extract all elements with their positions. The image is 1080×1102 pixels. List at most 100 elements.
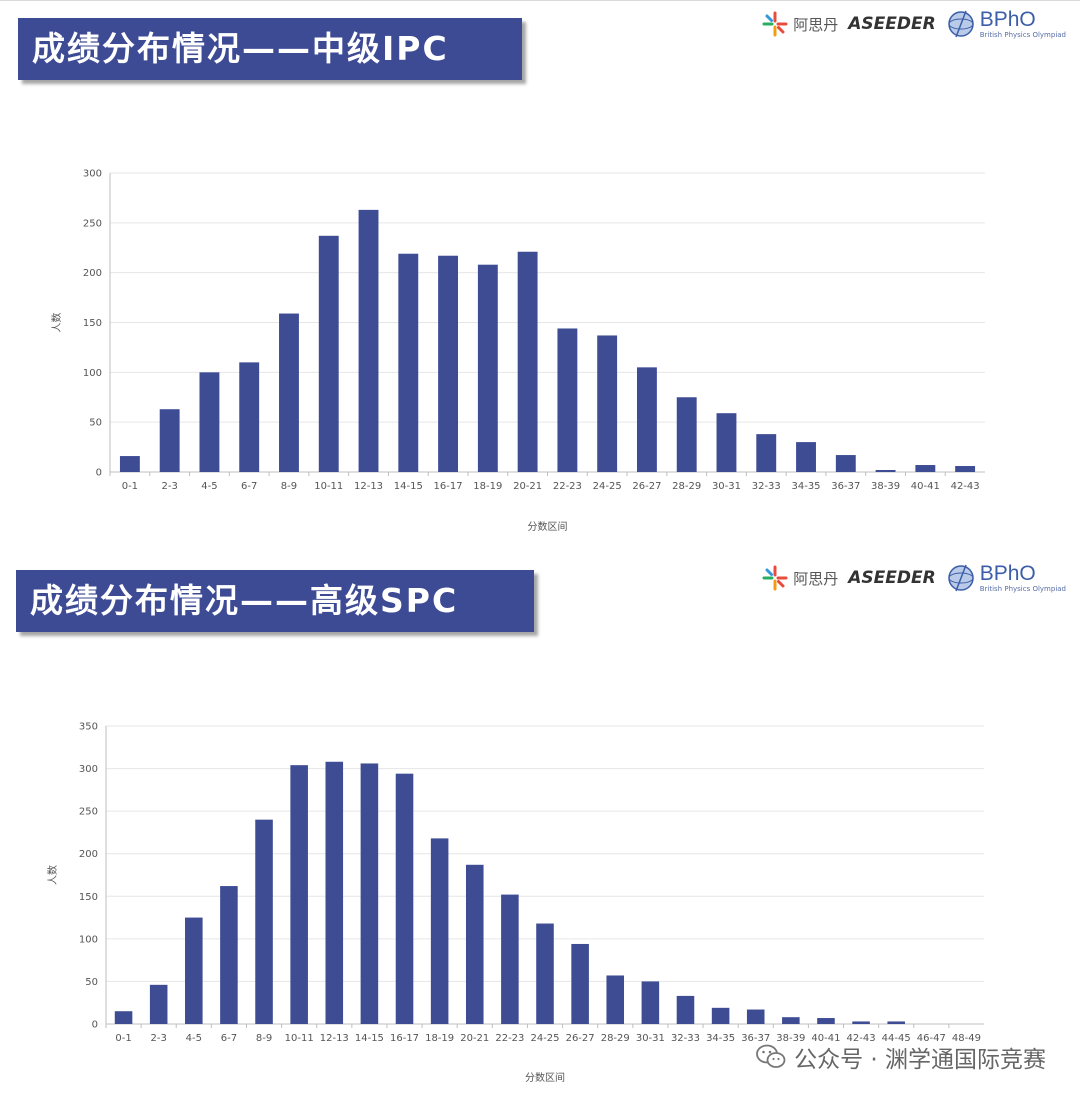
wechat-icon bbox=[756, 1044, 786, 1068]
spc-bar bbox=[255, 819, 273, 1024]
ipc-bar bbox=[636, 367, 657, 472]
spc-y-tick-label: 50 bbox=[85, 977, 98, 988]
spc-x-tick-label: 10-11 bbox=[285, 1033, 314, 1044]
ipc-bar bbox=[796, 442, 816, 472]
ipc-x-tick-label: 22-23 bbox=[553, 481, 582, 492]
ipc-x-tick-label: 0-1 bbox=[122, 481, 138, 492]
spc-x-tick-label: 36-37 bbox=[741, 1033, 770, 1044]
ipc-x-tick-label: 20-21 bbox=[513, 481, 542, 492]
spc-bar bbox=[185, 917, 203, 1024]
bpho-logo-subtext: British Physics Olympiad bbox=[979, 31, 1066, 39]
ipc-x-tick-label: 24-25 bbox=[593, 481, 622, 492]
bpho-logo-text: BPhO bbox=[979, 562, 1036, 585]
asidan-star-icon bbox=[762, 565, 788, 591]
ipc-x-tick-label: 8-9 bbox=[281, 481, 297, 492]
spc-bar bbox=[676, 995, 695, 1024]
ipc-y-tick-label: 150 bbox=[83, 318, 102, 329]
asidan-logo-text: 阿思丹 bbox=[793, 569, 839, 588]
spc-x-tick-label: 0-1 bbox=[115, 1033, 131, 1044]
spc-panel: 成绩分布情况——高级SPC 阿思丹 ASEEDER bbox=[0, 550, 1080, 1102]
ipc-x-tick-label: 30-31 bbox=[712, 481, 741, 492]
spc-logos: 阿思丹 ASEEDER BPhO British Physics Olympia… bbox=[761, 558, 1066, 598]
bpho-logo: BPhO British Physics Olympiad bbox=[946, 563, 1066, 593]
ipc-bar bbox=[239, 362, 260, 472]
ipc-bar bbox=[557, 328, 578, 472]
ipc-y-axis-title: 人数 bbox=[50, 313, 63, 333]
spc-y-tick-label: 200 bbox=[79, 849, 98, 860]
ipc-x-tick-label: 10-11 bbox=[314, 481, 343, 492]
spc-x-tick-label: 16-17 bbox=[390, 1033, 419, 1044]
spc-bar bbox=[536, 923, 554, 1024]
spc-y-tick-label: 250 bbox=[79, 807, 98, 818]
spc-x-tick-label: 26-27 bbox=[566, 1033, 595, 1044]
watermark-text: 公众号 · 渊学通国际竞赛 bbox=[794, 1047, 1046, 1073]
spc-x-tick-label: 32-33 bbox=[671, 1033, 700, 1044]
spc-bar bbox=[746, 1009, 765, 1024]
ipc-x-tick-label: 18-19 bbox=[473, 481, 502, 492]
ipc-title-banner: 成绩分布情况——中级IPC bbox=[18, 18, 522, 80]
ipc-x-tick-label: 40-41 bbox=[911, 481, 940, 492]
ipc-y-tick-label: 50 bbox=[89, 418, 102, 429]
bpho-logo-text: BPhO bbox=[979, 8, 1036, 31]
spc-bar bbox=[501, 894, 519, 1024]
spc-x-tick-label: 4-5 bbox=[186, 1033, 202, 1044]
aseeder-logo-text: ASEEDER bbox=[848, 14, 936, 34]
asidan-logo-text: 阿思丹 bbox=[793, 15, 839, 34]
ipc-bar bbox=[955, 466, 976, 472]
spc-y-tick-label: 300 bbox=[79, 764, 98, 775]
spc-bar bbox=[430, 838, 449, 1024]
spc-title-banner: 成绩分布情况——高级SPC bbox=[16, 570, 534, 632]
ipc-bar bbox=[597, 335, 618, 472]
ipc-bar bbox=[477, 264, 498, 472]
spc-x-tick-label: 12-13 bbox=[320, 1033, 349, 1044]
ipc-x-tick-label: 12-13 bbox=[354, 481, 383, 492]
ipc-y-tick-label: 250 bbox=[83, 218, 102, 229]
ipc-x-tick-label: 32-33 bbox=[752, 481, 781, 492]
ipc-y-tick-label: 0 bbox=[96, 468, 102, 479]
spc-bar bbox=[325, 761, 344, 1024]
aseeder-logo-text: ASEEDER bbox=[848, 568, 936, 588]
ipc-x-tick-label: 42-43 bbox=[951, 481, 980, 492]
ipc-panel: 成绩分布情况——中级IPC 阿思丹 ASEEDER bbox=[0, 0, 1080, 550]
spc-bar bbox=[711, 1007, 730, 1024]
asidan-logo: 阿思丹 bbox=[761, 10, 838, 38]
wechat-watermark: 公众号 · 渊学通国际竞赛 bbox=[756, 1040, 1046, 1074]
ipc-bar bbox=[438, 255, 459, 472]
ipc-x-tick-label: 16-17 bbox=[434, 481, 463, 492]
ipc-bar bbox=[159, 409, 180, 472]
spc-bar bbox=[149, 984, 168, 1024]
ipc-logos: 阿思丹 ASEEDER BPhO British Physics Olympia… bbox=[761, 4, 1066, 44]
spc-x-tick-label: 14-15 bbox=[355, 1033, 384, 1044]
ipc-bar bbox=[716, 413, 737, 472]
spc-x-tick-label: 34-35 bbox=[706, 1033, 735, 1044]
ipc-x-tick-label: 38-39 bbox=[871, 481, 900, 492]
spc-x-tick-label: 22-23 bbox=[495, 1033, 524, 1044]
spc-x-tick-label: 44-45 bbox=[882, 1033, 911, 1044]
spc-bar-chart: 0 50 100 150 200 250 300 350 0-1 2-3 4-5 6-7 8-9 10-1… bbox=[46, 722, 984, 1084]
bpho-globe-icon bbox=[947, 564, 974, 592]
spc-bar bbox=[641, 981, 660, 1024]
spc-x-tick-label: 38-39 bbox=[776, 1033, 805, 1044]
ipc-bar bbox=[517, 251, 538, 472]
spc-bar bbox=[290, 765, 308, 1024]
spc-y-tick-label: 150 bbox=[79, 892, 98, 903]
spc-x-tick-label: 30-31 bbox=[636, 1033, 665, 1044]
ipc-x-tick-label: 14-15 bbox=[394, 481, 423, 492]
bpho-logo-subtext: British Physics Olympiad bbox=[979, 585, 1066, 593]
ipc-bar bbox=[398, 253, 419, 472]
ipc-bar bbox=[676, 397, 697, 472]
ipc-x-axis-title: 分数区间 bbox=[528, 520, 568, 533]
spc-y-tick-label: 350 bbox=[79, 722, 98, 733]
ipc-bar bbox=[915, 465, 936, 472]
spc-y-tick-label: 0 bbox=[92, 1020, 98, 1031]
ipc-x-tick-label: 4-5 bbox=[201, 481, 217, 492]
spc-x-tick-label: 6-7 bbox=[221, 1033, 237, 1044]
spc-bar bbox=[571, 943, 589, 1024]
spc-x-tick-label: 8-9 bbox=[256, 1033, 272, 1044]
asidan-star-icon bbox=[762, 11, 788, 37]
ipc-x-tick-label: 6-7 bbox=[241, 481, 257, 492]
spc-y-axis-title: 人数 bbox=[46, 865, 59, 885]
spc-bar bbox=[606, 975, 625, 1024]
spc-bar bbox=[360, 763, 379, 1024]
ipc-bar bbox=[279, 313, 299, 472]
